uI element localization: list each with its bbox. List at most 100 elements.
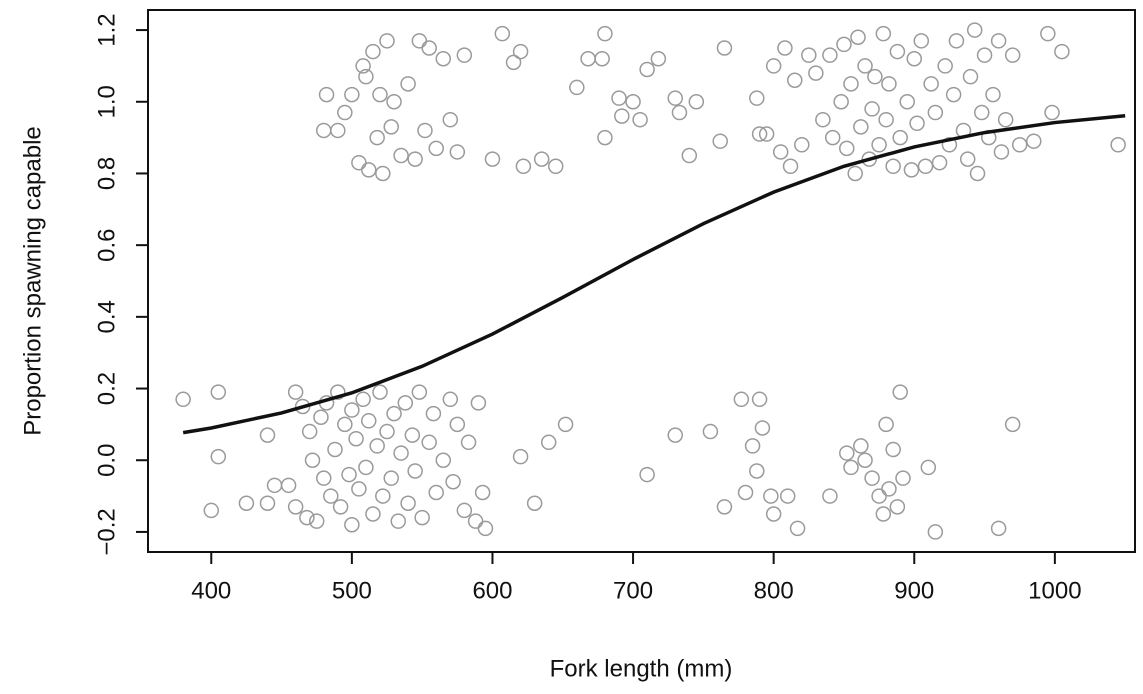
data-point	[580, 51, 596, 67]
data-point	[824, 129, 841, 146]
data-point	[611, 90, 627, 106]
data-point	[442, 391, 459, 408]
x-axis-label: Fork length (mm)	[550, 655, 733, 682]
data-point	[881, 76, 897, 92]
data-point	[1054, 43, 1070, 60]
data-point	[744, 438, 761, 454]
data-point	[889, 43, 906, 60]
data-point	[383, 470, 399, 486]
data-point	[976, 47, 993, 63]
data-point	[375, 165, 391, 182]
data-point	[885, 441, 901, 458]
data-point	[789, 520, 806, 537]
data-point	[650, 51, 667, 67]
data-point	[597, 129, 613, 146]
data-point	[597, 25, 613, 42]
data-point	[959, 151, 976, 167]
data-point	[997, 111, 1014, 128]
data-point	[751, 391, 768, 408]
data-point	[787, 72, 803, 89]
data-point	[945, 86, 962, 103]
y-tick-label: −0.2	[93, 508, 120, 555]
data-point	[341, 466, 357, 483]
data-point	[332, 499, 349, 515]
data-point	[435, 51, 452, 67]
data-point	[386, 405, 402, 422]
data-point	[540, 434, 557, 451]
data-point	[360, 413, 377, 429]
data-point	[878, 416, 894, 433]
data-point	[372, 86, 388, 103]
data-point	[927, 104, 944, 121]
data-point	[779, 488, 796, 504]
data-point	[417, 122, 433, 139]
data-point	[425, 405, 442, 422]
data-point	[428, 140, 444, 157]
data-point	[822, 488, 838, 504]
data-point	[379, 423, 395, 440]
x-tick-label: 500	[332, 577, 372, 604]
data-point	[973, 104, 990, 121]
data-point	[895, 470, 911, 486]
data-point	[449, 144, 466, 160]
data-point	[287, 384, 304, 400]
data-point	[1110, 137, 1126, 153]
data-point	[833, 94, 849, 110]
data-point	[801, 47, 817, 63]
data-point	[365, 43, 381, 60]
data-point	[681, 147, 698, 164]
data-point	[369, 129, 385, 146]
data-point	[765, 58, 782, 74]
data-point	[749, 90, 765, 106]
data-point	[632, 111, 648, 128]
data-point	[702, 423, 719, 440]
data-point	[931, 154, 948, 171]
data-point	[990, 520, 1007, 537]
y-tick-label: 0.2	[93, 372, 120, 405]
data-point	[467, 513, 484, 529]
data-point	[927, 524, 944, 540]
x-tick-label: 900	[894, 577, 934, 604]
data-point	[414, 509, 430, 526]
x-tick-label: 600	[472, 577, 512, 604]
data-point	[716, 499, 733, 515]
data-point	[330, 384, 346, 400]
x-tick-label: 1000	[1028, 577, 1081, 604]
data-point	[777, 40, 793, 56]
fitted-curve	[182, 114, 1126, 435]
data-point	[923, 76, 939, 92]
data-point	[344, 402, 360, 418]
data-point	[330, 122, 346, 139]
data-point	[505, 54, 522, 71]
data-point	[280, 477, 297, 494]
data-point	[871, 488, 887, 504]
data-point	[351, 481, 367, 497]
data-point	[853, 119, 869, 135]
data-point	[557, 416, 574, 433]
y-axis-label: Proportion spawning capable	[19, 126, 46, 436]
data-point	[733, 391, 750, 408]
data-point	[210, 448, 227, 465]
data-point	[875, 25, 892, 42]
data-point	[667, 427, 683, 443]
data-point	[372, 384, 388, 400]
y-tick-label: 0.6	[93, 228, 120, 261]
data-point	[892, 384, 908, 400]
data-point	[864, 101, 880, 117]
data-point	[470, 395, 487, 411]
data-point	[337, 104, 353, 121]
data-point	[301, 423, 318, 440]
data-point	[671, 104, 688, 121]
data-point	[614, 108, 630, 124]
data-point	[920, 459, 937, 476]
data-point	[344, 86, 360, 103]
data-point	[512, 43, 529, 60]
data-point	[449, 416, 466, 433]
data-point	[386, 94, 402, 110]
x-tick-label: 400	[191, 577, 231, 604]
data-point	[839, 445, 855, 461]
data-point	[843, 459, 859, 476]
data-point	[477, 520, 494, 537]
data-point	[287, 499, 304, 515]
data-point	[266, 477, 283, 494]
